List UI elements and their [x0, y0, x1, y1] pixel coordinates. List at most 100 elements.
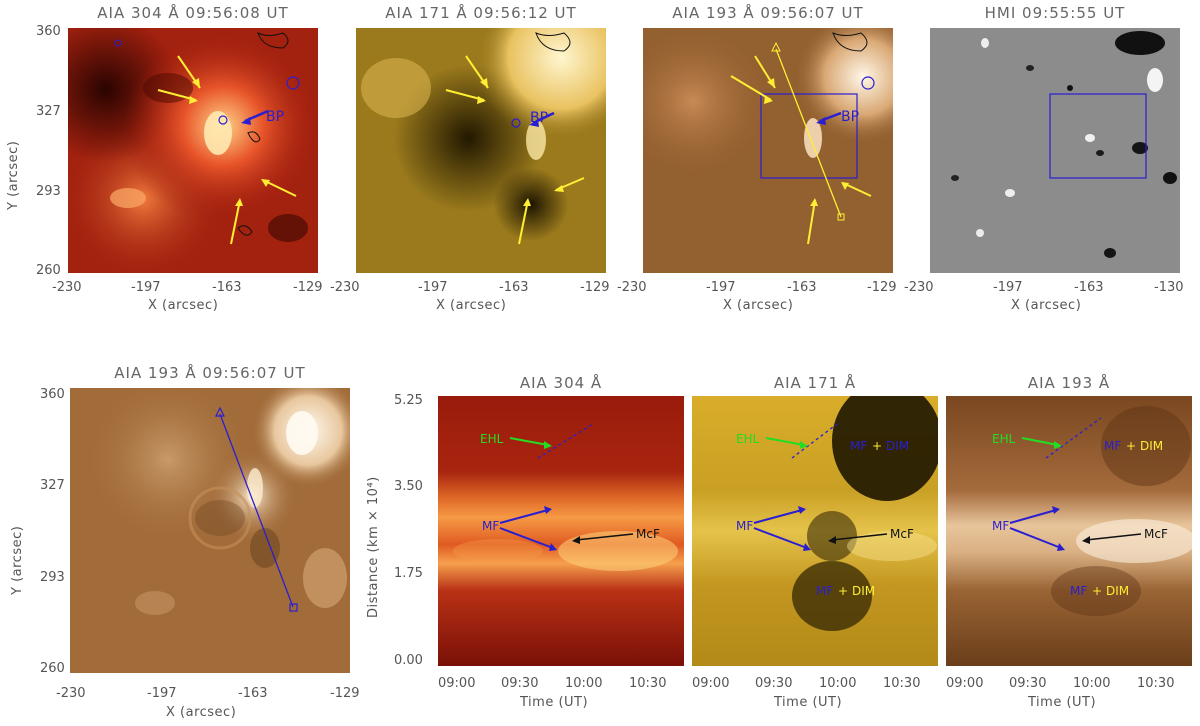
- top-xtick: -129: [293, 280, 323, 295]
- mf-dim-plus-193-top: +: [1126, 439, 1136, 453]
- td-xlabel: Time (UT): [520, 695, 589, 710]
- td-ylabel: Distance (km × 10⁴): [366, 476, 381, 618]
- bl-ylabel: Y (arcsec): [10, 525, 25, 595]
- mf-dim-plus-171-top: +: [872, 439, 882, 453]
- top-xtick: -163: [499, 280, 529, 295]
- td-panel-171: EHL MF + DIM MF McF MF + DIM: [692, 396, 938, 666]
- bl-xtick: -230: [56, 686, 86, 701]
- td-xtick: 09:00: [438, 676, 476, 691]
- td-title-193: AIA 193 Å: [1027, 374, 1111, 392]
- panel-title-193: AIA 193 Å 09:56:07 UT: [672, 4, 864, 22]
- td-xtick: 09:00: [692, 676, 730, 691]
- mf-dim-plus-193-bottom: +: [1092, 584, 1102, 598]
- top-ytick-260: 260: [36, 263, 61, 278]
- aia-193-image: BP: [643, 28, 893, 273]
- td-xtick: 09:30: [1009, 676, 1047, 691]
- top-xtick: -230: [52, 280, 82, 295]
- top-xtick: -230: [904, 280, 934, 295]
- top-xtick: -230: [617, 280, 647, 295]
- bp-label-193: BP: [841, 109, 859, 125]
- top-ytick-327: 327: [36, 104, 61, 119]
- td-xtick: 10:30: [629, 676, 667, 691]
- td-title-171: AIA 171 Å: [773, 374, 857, 392]
- td-ytick: 3.50: [394, 479, 423, 494]
- mf-dim-mf-193-bottom: MF: [1070, 584, 1087, 598]
- td-panel-193: EHL MF + DIM MF McF MF + DIM: [946, 396, 1192, 666]
- td-ytick: 0.00: [394, 653, 423, 668]
- top-xtick: -230: [330, 280, 360, 295]
- top-xlabel: X (arcsec): [1011, 298, 1082, 313]
- mcf-label-171: McF: [890, 527, 914, 541]
- mcf-label-193: McF: [1144, 527, 1168, 541]
- bp-label-304: BP: [266, 109, 284, 125]
- top-ytick-293: 293: [36, 184, 61, 199]
- mf-label-193: MF: [992, 519, 1009, 533]
- td-xlabel: Time (UT): [774, 695, 843, 710]
- top-xtick: -197: [993, 280, 1023, 295]
- td-title-304: AIA 304 Å: [519, 374, 603, 392]
- mf-dim-mf-171-bottom: MF: [816, 584, 833, 598]
- bl-xtick: -197: [147, 686, 177, 701]
- td-304-image: EHL MF McF: [438, 396, 684, 666]
- mf-dim-dim-171-bottom: DIM: [852, 584, 875, 598]
- top-xtick: -197: [418, 280, 448, 295]
- bl-ytick-327: 327: [40, 478, 65, 493]
- top-xtick: -129: [867, 280, 897, 295]
- panel-title-193-bottom: AIA 193 Å 09:56:07 UT: [114, 364, 306, 382]
- td-ytick: 1.75: [394, 566, 423, 581]
- hmi-magnetogram: [930, 28, 1180, 273]
- mf-dim-dim-171-top: DIM: [886, 439, 909, 453]
- td-xtick: 10:30: [1137, 676, 1175, 691]
- top-xtick: -197: [131, 280, 161, 295]
- mcf-label-304: McF: [636, 527, 660, 541]
- bl-ytick-360: 360: [40, 387, 65, 402]
- image-panel-193-bottom: [70, 388, 350, 673]
- td-ytick: 5.25: [394, 393, 423, 408]
- image-panel-193: BP: [643, 28, 893, 273]
- mf-label-171: MF: [736, 519, 753, 533]
- td-xtick: 10:30: [883, 676, 921, 691]
- ehl-label-193: EHL: [992, 432, 1016, 446]
- bl-xlabel: X (arcsec): [166, 705, 237, 720]
- bl-xtick: -163: [238, 686, 268, 701]
- top-xlabel: X (arcsec): [148, 298, 219, 313]
- bl-ytick-293: 293: [40, 570, 65, 585]
- ehl-label-304: EHL: [480, 432, 504, 446]
- td-panel-304: EHL MF McF: [438, 396, 684, 666]
- td-xtick: 10:00: [1073, 676, 1111, 691]
- top-xtick: -163: [1074, 280, 1104, 295]
- td-xtick: 09:00: [946, 676, 984, 691]
- image-panel-hmi: [930, 28, 1180, 273]
- bl-xtick: -129: [330, 686, 360, 701]
- aia-304-image: BP: [68, 28, 318, 273]
- td-xtick: 09:30: [501, 676, 539, 691]
- mf-label-304: MF: [482, 519, 499, 533]
- top-xtick: -197: [706, 280, 736, 295]
- td-xlabel: Time (UT): [1028, 695, 1097, 710]
- top-xtick: -163: [787, 280, 817, 295]
- td-xtick: 10:00: [819, 676, 857, 691]
- top-ylabel: Y (arcsec): [6, 140, 21, 210]
- top-xtick: -129: [580, 280, 610, 295]
- mf-dim-mf-171-top: MF: [850, 439, 867, 453]
- panel-title-304: AIA 304 Å 09:56:08 UT: [97, 4, 289, 22]
- mf-dim-plus-171-bottom: +: [838, 584, 848, 598]
- td-xtick: 10:00: [565, 676, 603, 691]
- td-xtick: 09:30: [755, 676, 793, 691]
- top-xtick: -163: [212, 280, 242, 295]
- mf-dim-dim-193-top: DIM: [1140, 439, 1163, 453]
- td-171-image: EHL MF + DIM MF McF MF + DIM: [692, 396, 938, 666]
- td-193-image: EHL MF + DIM MF McF MF + DIM: [946, 396, 1192, 666]
- image-panel-304: BP: [68, 28, 318, 273]
- aia-171-image: BP: [356, 28, 606, 273]
- top-ytick-360: 360: [36, 24, 61, 39]
- top-xlabel: X (arcsec): [436, 298, 507, 313]
- bl-ytick-260: 260: [40, 661, 65, 676]
- image-panel-171: BP: [356, 28, 606, 273]
- mf-dim-mf-193-top: MF: [1104, 439, 1121, 453]
- mf-dim-dim-193-bottom: DIM: [1106, 584, 1129, 598]
- ehl-label-171: EHL: [736, 432, 760, 446]
- aia-193-zoom-image: [70, 388, 350, 673]
- top-xlabel: X (arcsec): [723, 298, 794, 313]
- panel-title-171: AIA 171 Å 09:56:12 UT: [385, 4, 577, 22]
